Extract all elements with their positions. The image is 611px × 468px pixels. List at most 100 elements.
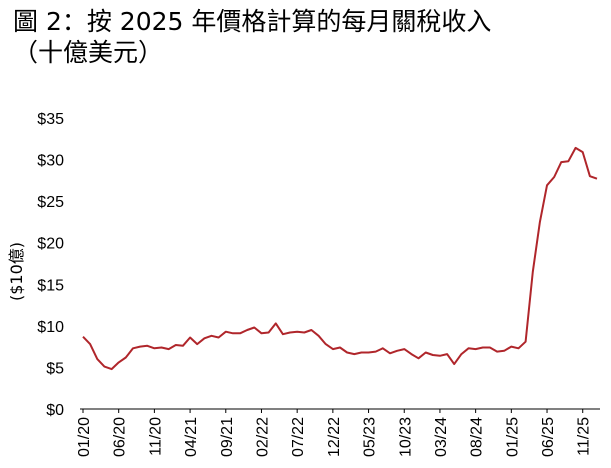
data-point [460,353,462,355]
data-point [196,343,198,345]
data-point [253,327,255,329]
data-point [246,329,248,331]
data-point [375,351,377,353]
data-point [560,161,562,163]
chart-title: 圖 2：按 2025 年價格計算的每月關稅收入 [13,7,492,36]
data-point [403,348,405,350]
y-tick-label: $15 [37,277,64,294]
data-point [82,336,84,338]
data-point [425,352,427,354]
data-point [525,341,527,343]
data-point [289,332,291,334]
data-point [175,344,177,346]
data-point [275,322,277,324]
data-point [118,361,120,363]
data-point [153,347,155,349]
data-point [518,347,520,349]
x-tick-label: 01/20 [76,417,93,457]
data-point [261,332,263,334]
series-group [82,146,598,371]
data-point [546,184,548,186]
x-tick-label: 12/22 [326,417,343,457]
x-tick-label: 11/25 [576,417,593,456]
x-tick-label: 10/23 [397,417,414,457]
series-line [82,146,598,371]
data-point [225,331,227,333]
y-tick-label: $20 [37,236,64,253]
y-tick-label: $25 [37,194,64,211]
data-point [503,350,505,352]
data-point [596,178,598,180]
data-point [125,357,127,359]
x-tick-label: 06/20 [112,417,129,457]
data-point [103,366,105,368]
x-tick-label: 07/22 [290,417,307,457]
data-point [482,347,484,349]
data-point [396,350,398,352]
data-point [418,357,420,359]
y-tick-label: $0 [46,402,64,419]
data-point [168,348,170,350]
data-point [239,332,241,334]
data-point [582,151,584,153]
data-point [346,352,348,354]
data-point [389,352,391,354]
data-point [310,329,312,331]
data-point [439,355,441,357]
data-point [589,175,591,177]
data-point [232,332,234,334]
data-point [211,335,213,337]
chart-subtitle: （十億美元） [13,38,164,67]
x-tick-label: 02/22 [254,417,271,457]
data-point [360,352,362,354]
data-point [218,337,220,339]
data-point [353,353,355,355]
data-point [575,147,577,149]
x-tick-label: 05/23 [362,417,379,457]
data-point [510,346,512,348]
data-point [446,353,448,355]
x-tick-label: 03/24 [433,417,450,457]
y-tick-label: $10 [37,319,64,336]
x-tick-label: 06/25 [540,417,557,457]
y-axis-title: ($10億) [7,242,26,301]
y-tick-label: $30 [37,153,64,170]
data-point [532,271,534,273]
data-point [89,343,91,345]
x-tick-label: 01/25 [504,417,521,457]
data-point [539,221,541,223]
data-point [468,347,470,349]
y-axis-ticks: $0 $5 $10 $15 $20 $25 $30 $35 [37,111,64,419]
x-axis-ticks: 01/20 06/20 11/20 04/21 09/21 02/22 07/22 12/22… [76,409,593,457]
data-point [489,347,491,349]
data-point [296,331,298,333]
data-point [318,335,320,337]
x-tick-label: 04/21 [183,417,200,457]
data-point [332,348,334,350]
data-point [203,337,205,339]
data-point [96,358,98,360]
data-point [282,333,284,335]
data-point [325,343,327,345]
data-point [553,176,555,178]
data-point [303,332,305,334]
y-tick-label: $35 [37,111,64,128]
data-point [382,347,384,349]
data-point [432,354,434,356]
data-point [111,368,113,370]
data-point [453,363,455,365]
data-point [268,332,270,334]
y-tick-label: $5 [46,360,64,377]
chart-title-block: 圖 2：按 2025 年價格計算的每月關稅收入 （十億美元） [13,6,603,68]
x-tick-label: 09/21 [219,417,236,457]
x-tick-label: 08/24 [469,417,486,457]
data-point [182,345,184,347]
data-point [410,353,412,355]
data-point [496,351,498,353]
data-point [146,345,148,347]
data-point [339,347,341,349]
data-point [139,346,141,348]
data-point [368,352,370,354]
data-point [475,348,477,350]
